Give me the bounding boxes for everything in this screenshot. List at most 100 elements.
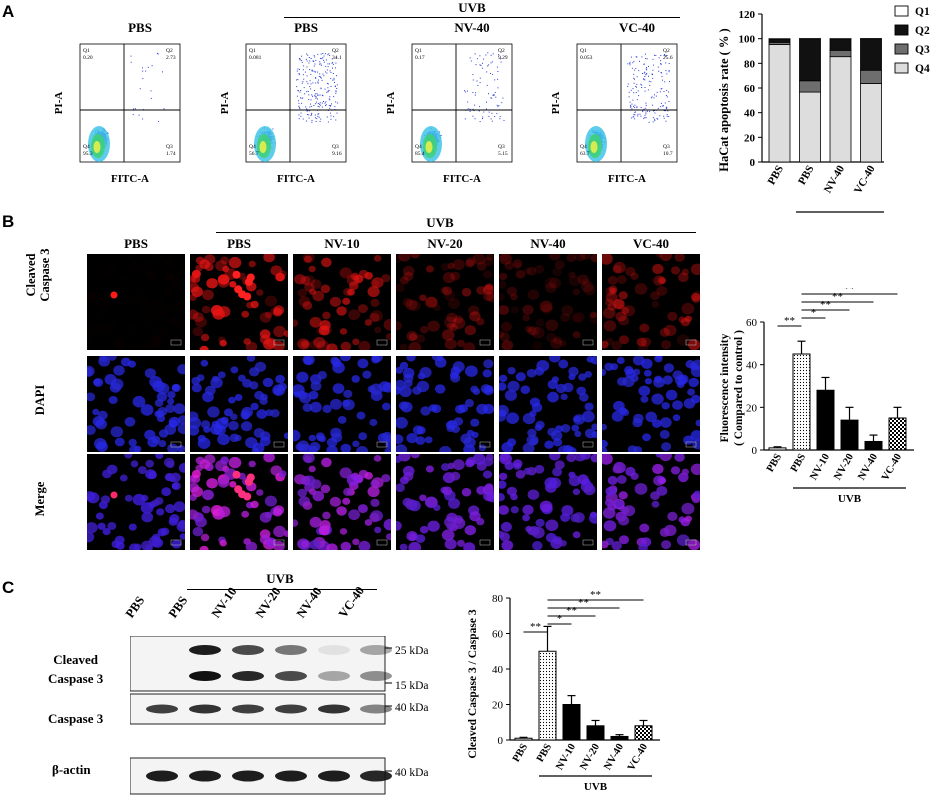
flow-plot-density-core: [254, 126, 276, 162]
chart-a-bar-segment: [768, 44, 791, 163]
chart-group-label: UVB: [584, 781, 608, 793]
chart-bar: [634, 725, 653, 741]
flow-quadrant-value: 10.7: [663, 151, 673, 157]
fluorescence-intensity-chart: Fluorescence intensity ( Compared to con…: [719, 288, 914, 505]
flow-quadrant-label: Q2: [663, 48, 670, 54]
blot-band: [318, 645, 350, 655]
chart-category-label: PBS: [765, 452, 784, 474]
blot-band: [360, 645, 392, 655]
microscopy-image: [87, 454, 185, 550]
marker-25kda: 25 kDa: [395, 645, 429, 657]
chart-a-ytick-label: 0: [750, 157, 756, 169]
microscopy-image: [293, 356, 391, 452]
chart-ytick-label: 0: [752, 445, 758, 457]
blot-band: [146, 770, 178, 782]
chart-a-bar-segment: [860, 83, 882, 163]
flow-quadrant-value: 0.081: [249, 55, 262, 61]
chart-a-legend-label: Q1: [915, 6, 930, 18]
panel-a-uvb-bracket: [284, 17, 680, 18]
cleaved-caspase-ratio-chart: Cleaved Caspase 3 / Caspase 3 0 20 40 60 80 P…: [467, 589, 660, 793]
chart-significance-label: *: [557, 613, 563, 625]
flow-quadrant-label: Q3: [498, 144, 505, 150]
chart-ytick-label: 20: [492, 700, 504, 712]
panel-a-uvb-label: UVB: [458, 0, 486, 15]
flow-plot-ylabel: PI-A: [550, 92, 562, 115]
microscopy-image: [87, 356, 185, 452]
blot-band: [275, 671, 307, 681]
flow-quadrant-value: 25.6: [663, 55, 673, 61]
chart-ytick-label: 0: [498, 735, 504, 747]
microscopy-column-title: NV-10: [324, 236, 360, 251]
panel-c-uvb-label: UVB: [266, 571, 294, 586]
row-label-merge: Merge: [33, 474, 63, 524]
chart-significance-label: **: [578, 597, 589, 609]
flow-quadrant-value: 95.3: [83, 151, 93, 157]
blot-band: [275, 704, 307, 714]
flow-plot-ylabel: PI-A: [219, 92, 231, 115]
flow-quadrant-value: 56.7: [249, 151, 259, 157]
chart-ytick-label: 40: [492, 664, 504, 676]
chart-significance-label: **: [832, 291, 843, 303]
flow-quadrant-label: Q2: [166, 48, 173, 54]
chart-ytick-label: 60: [492, 629, 504, 641]
flow-quadrant-label: Q2: [332, 48, 339, 54]
microscopy-image: [499, 356, 597, 452]
flow-quadrant-label: Q1: [415, 48, 422, 54]
chart-a-ytick-label: 80: [744, 58, 756, 70]
flow-quadrant-label: Q4: [249, 144, 256, 150]
chart-significance-label: **: [784, 315, 795, 327]
chart-a-ytick-label: 60: [744, 83, 756, 95]
blot-label-cleaved-line2: Caspase 3: [48, 671, 104, 686]
blot-band: [146, 704, 178, 714]
flow-plot-xlabel: FITC-A: [277, 173, 315, 185]
flow-quadrant-label: Q2: [498, 48, 505, 54]
microscopy-column-title: NV-20: [427, 236, 463, 251]
chart-bar: [586, 725, 605, 741]
flow-quadrant-value: 63.7: [580, 151, 590, 157]
blot-band: [360, 671, 392, 681]
row-label-merge-text: Merge: [33, 481, 47, 517]
chart-a-legend-label: Q2: [915, 25, 930, 37]
blot-band: [360, 704, 392, 714]
panel-label-b: B: [2, 212, 15, 231]
flow-quadrant-value: 9.16: [332, 151, 342, 157]
chart-a-ytick-label: 40: [744, 108, 756, 120]
chart-bar: [888, 417, 907, 451]
chart-a-bar-segment: [829, 38, 852, 51]
marker-15kda: 15 kDa: [395, 680, 429, 692]
chart-significance-label: **: [820, 299, 831, 311]
blot-lane-label: NV-10: [208, 584, 240, 621]
chart-a-bar-segment: [799, 91, 821, 163]
chart-category-label: PBS: [535, 742, 554, 764]
chart-c-ylabel: Cleaved Caspase 3 / Caspase 3: [467, 609, 479, 758]
chart-significance-label: *: [811, 307, 817, 319]
chart-category-label: NV-10: [554, 742, 578, 772]
flow-plot-density-core: [420, 126, 442, 162]
microscopy-image: [602, 454, 700, 550]
chart-a-bar-segment: [829, 56, 852, 163]
blot-band: [360, 770, 392, 782]
row-label-dapi: DAPI: [33, 380, 63, 420]
chart-significance-label: **: [530, 621, 541, 633]
chart-b-ylabel-line1: Fluorescence intensity: [719, 333, 731, 442]
microscopy-column-title: NV-40: [530, 236, 566, 251]
microscopy-image: [190, 356, 288, 452]
row-label-cleaved-line1: Cleaved: [24, 253, 38, 297]
panel-label-a: A: [2, 2, 15, 21]
flow-plot-title: NV-40: [454, 20, 490, 35]
chart-a-legend-swatch: [894, 24, 909, 36]
blot-band: [232, 645, 264, 655]
blot-band: [318, 704, 350, 714]
blot-label-actin: β-actin: [52, 762, 91, 777]
row-label-cleaved-line2: Caspase 3: [38, 248, 52, 302]
flow-quadrant-value: 9.29: [498, 55, 508, 61]
flow-plot-xlabel: FITC-A: [608, 173, 646, 185]
flow-plot-xlabel: FITC-A: [443, 173, 481, 185]
blot-lane-label: NV-20: [252, 584, 284, 621]
chart-a-ytick-label: 120: [739, 9, 756, 21]
chart-a-legend-label: Q4: [915, 63, 930, 75]
chart-bar: [562, 704, 581, 741]
apoptosis-stacked-bar-chart: HaCat apoptosis rate ( % ) 0 20 40 60 80 100 1…: [717, 5, 930, 213]
